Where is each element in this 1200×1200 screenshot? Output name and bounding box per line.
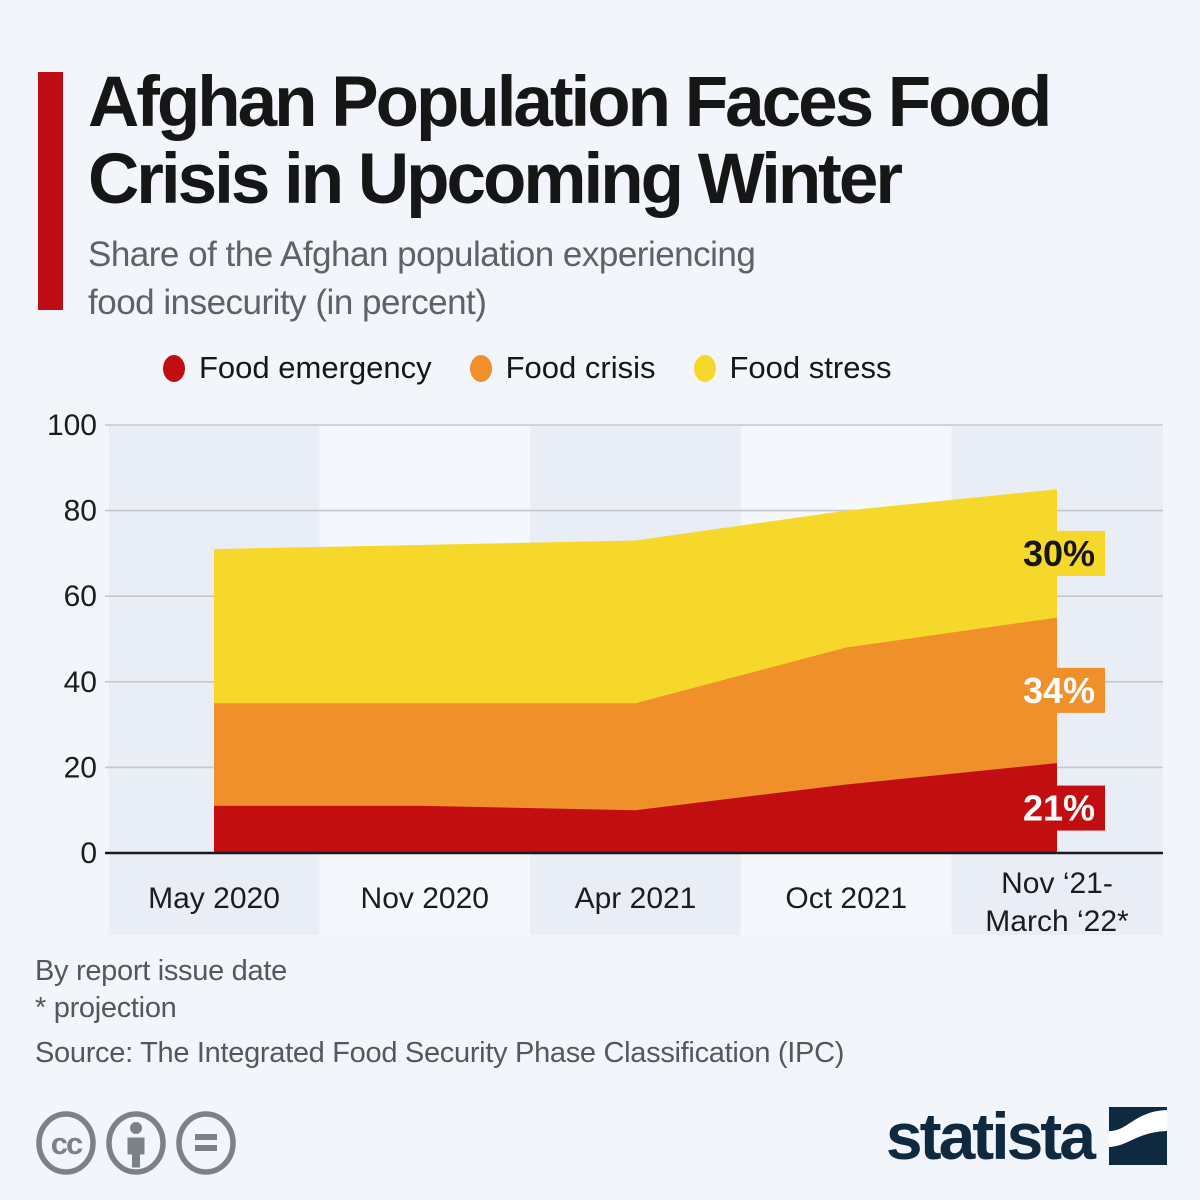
value-label-food-stress: 30% [1023, 533, 1095, 574]
food-emergency-dot-icon [163, 354, 185, 382]
legend-item-food-stress: Food stress [693, 350, 892, 386]
legend-label-food-stress: Food stress [729, 350, 892, 385]
y-tick-label-40: 40 [64, 666, 97, 699]
source-line: Source: The Integrated Food Security Pha… [35, 1037, 845, 1069]
statista-logo[interactable]: statista [886, 1098, 1167, 1174]
value-label-food-crisis: 34% [1023, 670, 1095, 711]
note-projection: * projection [35, 992, 177, 1024]
value-label-box-food-emergency [1013, 785, 1105, 831]
legend-label-food-emergency: Food emergency [199, 350, 432, 385]
x-tick-label-0: May 2020 [148, 882, 280, 915]
svg-text:cc: cc [51, 1126, 83, 1161]
y-tick-label-20: 20 [64, 751, 97, 784]
legend-item-food-emergency: Food emergency [163, 350, 432, 386]
cc-nd-icon[interactable] [176, 1111, 236, 1175]
food-stress-dot-icon [693, 354, 716, 382]
y-tick-label-80: 80 [64, 495, 97, 528]
page-subtitle-line-1: Share of the Afghan population experienc… [88, 235, 756, 274]
value-label-box-food-stress [1013, 530, 1105, 576]
page-subtitle: Share of the Afghan population experienc… [88, 231, 1088, 327]
page-title-line-1: Afghan Population Faces Food [88, 63, 1052, 142]
page-subtitle-line-2: food insecurity (in percent) [88, 283, 487, 322]
cc-icon[interactable]: cc [36, 1111, 96, 1175]
x-tick-label-2: Apr 2021 [575, 882, 697, 915]
x-tick-label-3: Oct 2021 [785, 882, 907, 915]
creative-commons-icons[interactable]: cc [30, 1107, 242, 1184]
cc-attribution-icon[interactable] [106, 1111, 166, 1175]
page-title: Afghan Population Faces Food Crisis in U… [88, 64, 1168, 218]
y-tick-label-0: 0 [80, 837, 97, 870]
x-tick-label-1: Nov 2020 [361, 882, 489, 915]
statista-logo-icon [1109, 1107, 1167, 1165]
chart-notes: By report issue date * projection [35, 953, 287, 1027]
cc-license-svg: cc [36, 1111, 236, 1175]
area-food-emergency [214, 763, 1057, 853]
stacked-area-chart: 0 20 40 60 80 100 May 2020 Nov 2020 Apr 2021 Oct … [47, 410, 1163, 938]
page-title-line-2: Crisis in Upcoming Winter [88, 140, 903, 219]
y-tick-label-60: 60 [64, 580, 97, 613]
food-crisis-dot-icon [469, 354, 492, 382]
value-label-box-food-crisis [1013, 667, 1105, 713]
legend-label-food-crisis: Food crisis [505, 350, 656, 385]
statista-wordmark: statista [885, 1099, 1096, 1173]
y-tick-label-100: 100 [47, 410, 97, 442]
title-accent-bar [38, 72, 63, 310]
chart-legend: Food emergency Food crisis Food stress [163, 350, 891, 386]
legend-item-food-crisis: Food crisis [469, 350, 656, 386]
value-label-food-emergency: 21% [1023, 788, 1095, 829]
x-tick-label-4: Nov ‘21-March ‘22* [985, 867, 1129, 938]
note-report-date: By report issue date [35, 955, 287, 987]
